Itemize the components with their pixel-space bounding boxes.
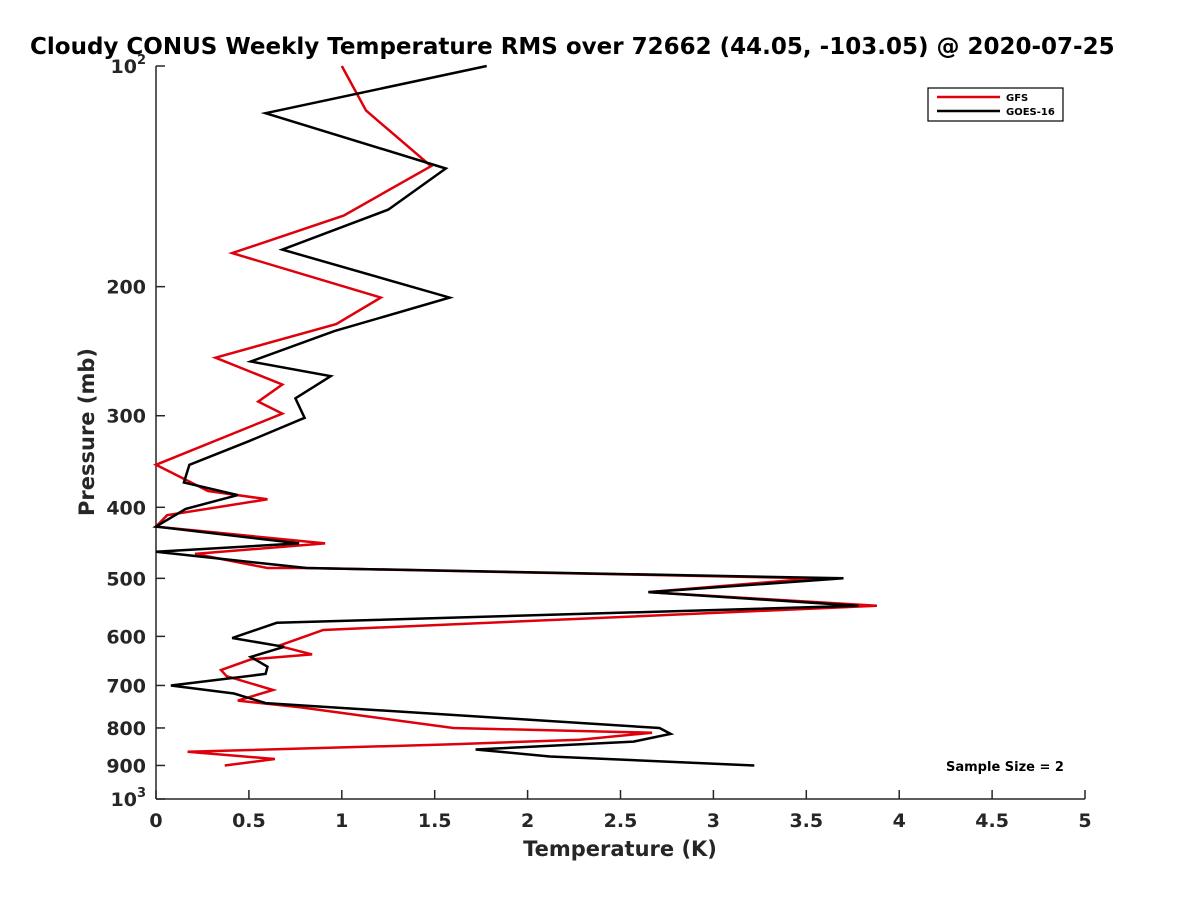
y-tick-label: 900 [106,755,146,777]
sample-size-note: Sample Size = 2 [946,760,1064,775]
series-line-goes-16 [152,64,859,767]
y-tick-label: 300 [106,406,146,428]
x-tick-label: 3 [707,810,720,832]
plot-area: 0 0.5 1 1.5 2 2.5 3 3.5 4 4.5 5 102200300400500600… [106,53,1091,832]
x-tick-label: 3.5 [789,810,823,832]
series-line-gfs [152,65,877,767]
legend-label-gfs: GFS [1006,93,1028,104]
legend-box [927,87,1064,122]
x-tick-label: 4 [893,810,906,832]
legend: GFS GOES-16 [927,87,1064,122]
y-tick-label: 103 [111,786,147,811]
y-tick-label: 200 [106,277,146,299]
y-tick-label: 500 [106,568,146,590]
y-tick-base: 10 [111,789,137,811]
x-tick-label: 2 [521,810,534,832]
x-axis-label: Temperature (K) [523,837,717,861]
y-tick-label: 102 [111,53,147,78]
y-tick-exponent: 2 [137,53,146,68]
y-tick-label: 400 [106,497,146,519]
y-tick-label: 700 [106,675,146,697]
x-tick-label: 5 [1078,810,1091,832]
legend-label-goes16: GOES-16 [1006,107,1055,118]
x-tick-label: 1 [335,810,348,832]
series-layer [152,64,877,767]
y-axis-label: Pressure (mb) [75,348,99,516]
x-tick-label: 0 [149,810,162,832]
x-tick-label: 1.5 [418,810,452,832]
x-ticks: 0 0.5 1 1.5 2 2.5 3 3.5 4 4.5 5 [149,790,1092,832]
y-tick-label: 800 [106,718,146,740]
x-tick-label: 4.5 [975,810,1009,832]
x-tick-label: 0.5 [232,810,266,832]
y-tick-base: 10 [111,56,137,78]
chart-title: Cloudy CONUS Weekly Temperature RMS over… [30,34,1115,60]
y-tick-exponent: 3 [137,786,146,801]
x-tick-label: 2.5 [604,810,638,832]
y-tick-label: 600 [106,626,146,648]
